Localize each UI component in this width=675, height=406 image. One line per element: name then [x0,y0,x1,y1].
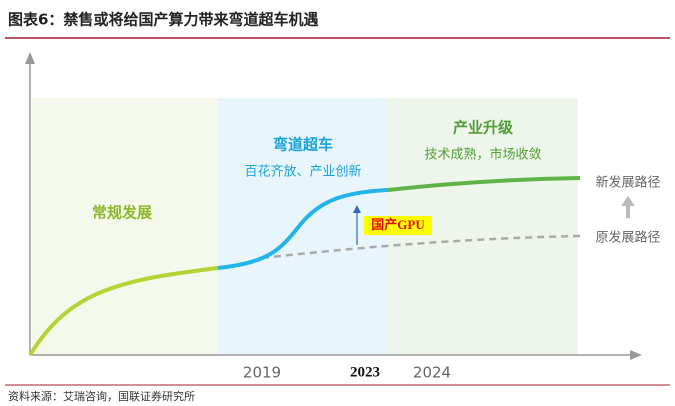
path-label: 原发展路径 [595,230,660,246]
year-label: 2023 [350,364,380,380]
annotation-box [364,216,432,235]
curve-normal [28,266,219,357]
path-label: 新发展路径 [595,175,660,191]
phase-label: 弯道超车 [273,136,333,154]
curve-upgrade [387,176,581,192]
year-label: 2019 [243,364,281,382]
y-arrow [25,52,35,64]
phase-label: 产业升级 [453,119,514,137]
title: 图表6：禁售或将给国产算力带来弯道超车机遇 [8,11,318,29]
phase-label: 常规发展 [92,204,152,222]
curve-leap [217,188,389,270]
year-label: 2024 [413,364,451,382]
annotation: 国产GPU [371,217,425,232]
x-arrow [630,350,642,360]
annotation-arrow-head [353,205,361,213]
up-arrow-head [621,196,635,206]
source: 资料来源：艾瑞咨询，国联证券研究所 [8,389,195,403]
phase-sublabel: 百花齐放、产业创新 [244,164,361,180]
phase-sublabel: 技术成熟，市场收敛 [424,147,541,163]
old-path [261,234,581,260]
phase-bg [32,98,218,355]
phase-bg [218,98,388,355]
